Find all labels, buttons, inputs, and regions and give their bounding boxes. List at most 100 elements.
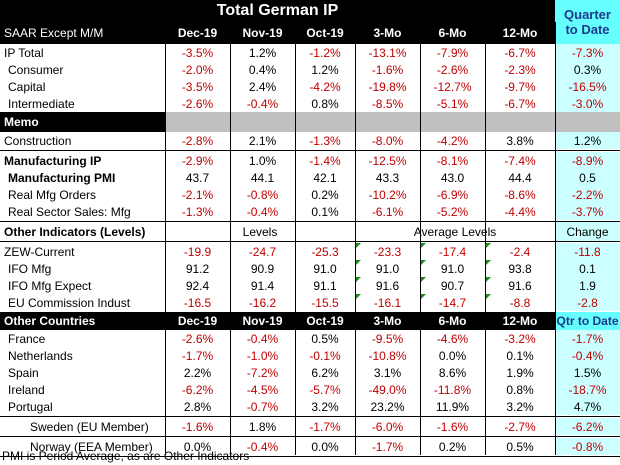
value-cell: -0.8%	[246, 187, 279, 202]
value-cell: 0.2%	[311, 187, 339, 202]
value-cell: -1.2%	[309, 45, 341, 60]
value-cell: -6.7%	[504, 45, 536, 60]
value-cell: -8.1%	[436, 153, 469, 168]
value-cell: 0.5%	[311, 331, 339, 346]
row-label: Sweden (EU Member)	[30, 419, 149, 434]
col-header: Oct-19	[295, 22, 355, 44]
value-cell: -12.7%	[433, 79, 472, 94]
value-cell: 0.2%	[438, 439, 467, 454]
row-divider	[0, 221, 620, 222]
row-divider	[0, 150, 620, 151]
value-cell: 0.0%	[438, 348, 467, 363]
value-cell: -8.0%	[371, 133, 404, 148]
value-cell: 44.1	[250, 170, 275, 185]
col-header: Nov-19	[230, 22, 295, 44]
column-divider	[230, 22, 231, 455]
value-cell: -6.1%	[371, 204, 404, 219]
col-header: 12-Mo	[485, 22, 555, 44]
row-label: Netherlands	[8, 348, 73, 363]
row-divider	[0, 416, 620, 417]
value-cell: -1.7%	[181, 348, 214, 363]
value-cell: -12.5%	[368, 153, 407, 168]
value-cell: -2.6%	[181, 331, 214, 346]
value-cell: -4.2%	[436, 133, 469, 148]
row-label: Ireland	[8, 382, 45, 397]
value-cell: -1.6%	[436, 419, 469, 434]
footnote: PMI is Period Average, as are Other Indi…	[2, 449, 250, 463]
value-cell: -16.5	[183, 295, 212, 310]
value-cell: -5.1%	[436, 96, 469, 111]
qtd-cell: -6.2%	[555, 418, 620, 435]
average-levels-header: Average Levels	[413, 224, 497, 239]
marker-triangle	[420, 243, 426, 249]
qtd-cell: -18.7%	[555, 381, 620, 398]
table-row: Manufacturing PMI 43.7 44.1 42.1 43.3 43.0 44.…	[0, 169, 620, 186]
value-cell: 0.0%	[183, 439, 212, 454]
qtd-cell: -0.8%	[555, 438, 620, 455]
value-cell: -1.3%	[181, 204, 214, 219]
value-cell: 91.2	[185, 261, 210, 276]
marker-triangle	[420, 294, 426, 300]
table-row: Spain 2.2% -7.2% 6.2% 3.1% 8.6% 1.9% 1.5%	[0, 364, 620, 381]
memo-band	[165, 112, 620, 132]
column-header-row: SAAR Except M/M Dec-19 Nov-19 Oct-19 3-M…	[0, 22, 620, 44]
marker-triangle	[420, 277, 426, 283]
table-row: Intermediate -2.6% -0.4% 0.8% -8.5% -5.1% -6.7…	[0, 95, 620, 112]
value-cell: -8.5%	[371, 96, 404, 111]
qtd-cell: -16.5%	[555, 78, 620, 95]
value-cell: -1.6%	[371, 62, 404, 77]
column-divider	[295, 22, 296, 455]
value-cell: -17.4	[420, 243, 485, 260]
value-cell: -2.6%	[181, 96, 214, 111]
value-cell: 0.4%	[248, 62, 277, 77]
col-header: Dec-19	[165, 22, 230, 44]
value-cell: -10.2%	[368, 187, 407, 202]
col-header: Nov-19	[230, 312, 295, 330]
value-cell: -6.9%	[436, 187, 469, 202]
row-divider	[0, 241, 620, 242]
value-cell: 1.9%	[506, 365, 534, 380]
value-cell: -8.8	[485, 294, 555, 311]
value-cell: 8.6%	[438, 365, 467, 380]
value-cell: -10.8%	[368, 348, 407, 363]
value-cell: -14.7	[420, 294, 485, 311]
value-cell: -0.1%	[309, 348, 341, 363]
column-divider	[420, 22, 421, 455]
qtd-cell: -2.8	[555, 294, 620, 311]
table-row: Real Sector Sales: Mfg -1.3% -0.4% 0.1% -6.1…	[0, 203, 620, 220]
value-cell: 1.2%	[248, 45, 277, 60]
footnote-row: PMI is Period Average, as are Other Indi…	[0, 447, 620, 465]
value-cell: -1.7%	[371, 439, 404, 454]
value-cell: -49.0%	[368, 382, 407, 397]
value-cell: -25.3	[311, 244, 339, 259]
col-header: Dec-19	[165, 312, 230, 330]
value-cell: 90.7	[420, 277, 485, 294]
qtd-cell: -8.9%	[555, 152, 620, 169]
marker-triangle	[355, 260, 361, 266]
value-cell: -1.3%	[309, 133, 341, 148]
value-cell: -16.2	[248, 295, 277, 310]
table-row: ZEW-Current -19.9 -24.7 -25.3 -23.3 -17.4 -2.4…	[0, 243, 620, 260]
row-label: ZEW-Current	[4, 244, 75, 259]
row-label: Capital	[8, 79, 46, 94]
qtd-cell: 0.3%	[555, 61, 620, 78]
table-row: Consumer -2.0% 0.4% 1.2% -1.6% -2.6% -2.3% 0.3%	[0, 61, 620, 78]
value-cell: 1.0%	[248, 153, 277, 168]
value-cell: 3.1%	[373, 365, 402, 380]
value-cell: -1.7%	[309, 419, 341, 434]
value-cell: -15.5	[311, 295, 339, 310]
value-cell: 3.8%	[506, 133, 534, 148]
value-cell: 23.2%	[370, 399, 405, 414]
other-indicators-header-row: Other Indicators (Levels) Levels Average L…	[0, 222, 620, 241]
value-cell: -16.1	[355, 294, 420, 311]
value-cell: -19.9	[183, 244, 212, 259]
marker-triangle	[420, 260, 426, 266]
table-row: Norway (EEA Member) 0.0% -0.4% 0.0% -1.7% 0.2…	[0, 438, 620, 455]
value-cell: -4.6%	[436, 331, 469, 346]
table-row: Real Mfg Orders -2.1% -0.8% 0.2% -10.2% -6.9%…	[0, 186, 620, 203]
value-cell: -4.2%	[309, 79, 341, 94]
value-cell: 92.4	[185, 278, 210, 293]
qtd-cell: -3.7%	[555, 203, 620, 220]
table-row: France -2.6% -0.4% 0.5% -9.5% -4.6% -3.2% -1.7%	[0, 330, 620, 347]
qtd-cell: -11.8	[555, 243, 620, 260]
